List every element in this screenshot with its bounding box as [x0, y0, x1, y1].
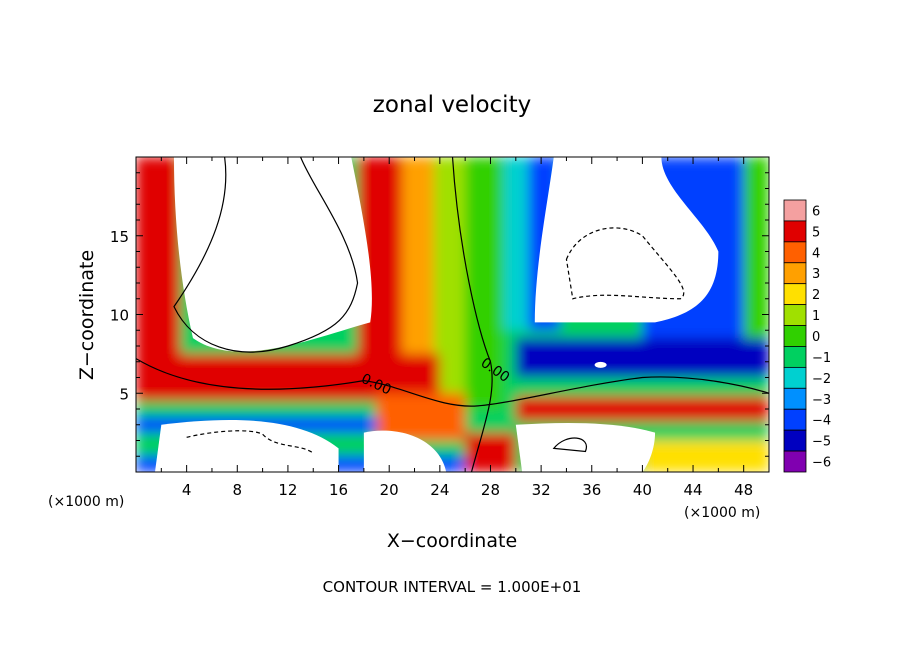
colorbar-tick-label: −2: [812, 372, 831, 387]
x-tick-label: 40: [633, 481, 652, 499]
colorbar-tick-label: 4: [812, 246, 820, 261]
x-tick-label: 12: [278, 481, 297, 499]
x-tick-label: 36: [582, 481, 601, 499]
colorbar-tick-label: 3: [812, 267, 820, 282]
x-tick-label: 24: [430, 481, 449, 499]
x-unit-left: (×1000 m): [48, 494, 124, 510]
y-tick-label: 10: [110, 307, 129, 325]
plot-area: [136, 157, 769, 472]
colorbar-tick-label: −3: [812, 393, 831, 408]
x-tick-label: 8: [233, 481, 243, 499]
colorbar-swatch: [783, 346, 807, 368]
y-axis-label: Z−coordinate: [76, 250, 98, 380]
x-tick-label: 28: [481, 481, 500, 499]
colorbar-swatch: [783, 199, 807, 222]
x-tick-label: 32: [532, 481, 551, 499]
white-region-upper-right: [534, 157, 719, 323]
x-axis-label: X−coordinate: [387, 530, 517, 552]
colorbar-swatch: [783, 283, 807, 306]
contour-small-lower-right: [552, 437, 587, 453]
x-tick-label: 48: [734, 481, 753, 499]
x-tick-label: 4: [182, 481, 192, 499]
chart-title: zonal velocity: [373, 92, 531, 118]
white-spot: [594, 361, 607, 368]
contour-dashed-lower-left: [186, 430, 314, 454]
colorbar-tick-label: 5: [812, 225, 820, 240]
contour-dashed-upper-right: [565, 227, 685, 300]
colorbar-swatch: [783, 429, 807, 452]
contour-zero-vertical: [451, 157, 493, 472]
x-tick-label: 44: [683, 481, 702, 499]
colorbar-tick-label: 6: [812, 204, 820, 219]
colorbar-swatch: [783, 304, 807, 326]
colorbar-swatch: [783, 366, 807, 389]
colorbar: 6 5 4 3 2 1 0 −1 −2 −3 −4 −5 −6: [783, 199, 831, 473]
colorbar-tick-label: 1: [812, 309, 820, 324]
y-axis: 5 10 15: [110, 172, 769, 457]
colorbar-tick-label: −1: [812, 351, 831, 366]
colorbar-swatch: [783, 220, 807, 243]
colorbar-tick-label: 2: [812, 288, 820, 303]
y-tick-label: 5: [119, 385, 129, 403]
colorbar-swatch: [783, 450, 807, 473]
white-region-lower-mid: [363, 430, 447, 472]
colorbar-swatch: [783, 325, 807, 347]
x-unit-right: (×1000 m): [684, 505, 760, 521]
x-axis: 4 8 12 16 20 24 28 32 36 40 44 48: [160, 157, 753, 499]
colorbar-tick-label: −5: [812, 435, 831, 450]
colorbar-tick-label: −4: [812, 414, 831, 429]
white-region-lower-right: [515, 422, 656, 472]
contour-upper-left: [173, 157, 359, 353]
contour-interval-note: CONTOUR INTERVAL = 1.000E+01: [323, 578, 582, 596]
colorbar-swatch: [783, 408, 807, 431]
white-region-upper-left: [173, 157, 372, 352]
white-region-lower-left: [154, 420, 339, 472]
colorbar-swatch: [783, 241, 807, 264]
contour-zero-lower: [136, 358, 769, 407]
colorbar-tick-label: −6: [812, 456, 831, 471]
colorbar-swatch: [783, 262, 807, 285]
x-tick-label: 16: [329, 481, 348, 499]
colorbar-swatch: [783, 387, 807, 410]
x-tick-label: 20: [380, 481, 399, 499]
y-tick-label: 15: [110, 228, 129, 246]
colorbar-tick-label: 0: [812, 330, 820, 345]
